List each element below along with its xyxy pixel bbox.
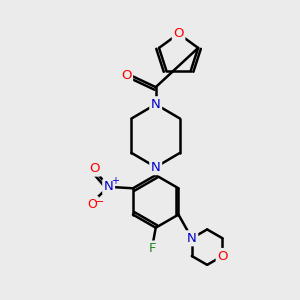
- Text: N: N: [151, 160, 160, 174]
- Text: N: N: [151, 98, 160, 111]
- Text: O: O: [217, 250, 228, 262]
- Text: +: +: [111, 176, 119, 186]
- Text: O: O: [87, 197, 97, 211]
- Text: O: O: [121, 69, 131, 82]
- Text: N: N: [104, 180, 113, 194]
- Text: O: O: [89, 162, 100, 175]
- Text: F: F: [149, 242, 157, 255]
- Text: −: −: [94, 197, 104, 207]
- Text: O: O: [173, 27, 184, 40]
- Text: N: N: [187, 232, 197, 245]
